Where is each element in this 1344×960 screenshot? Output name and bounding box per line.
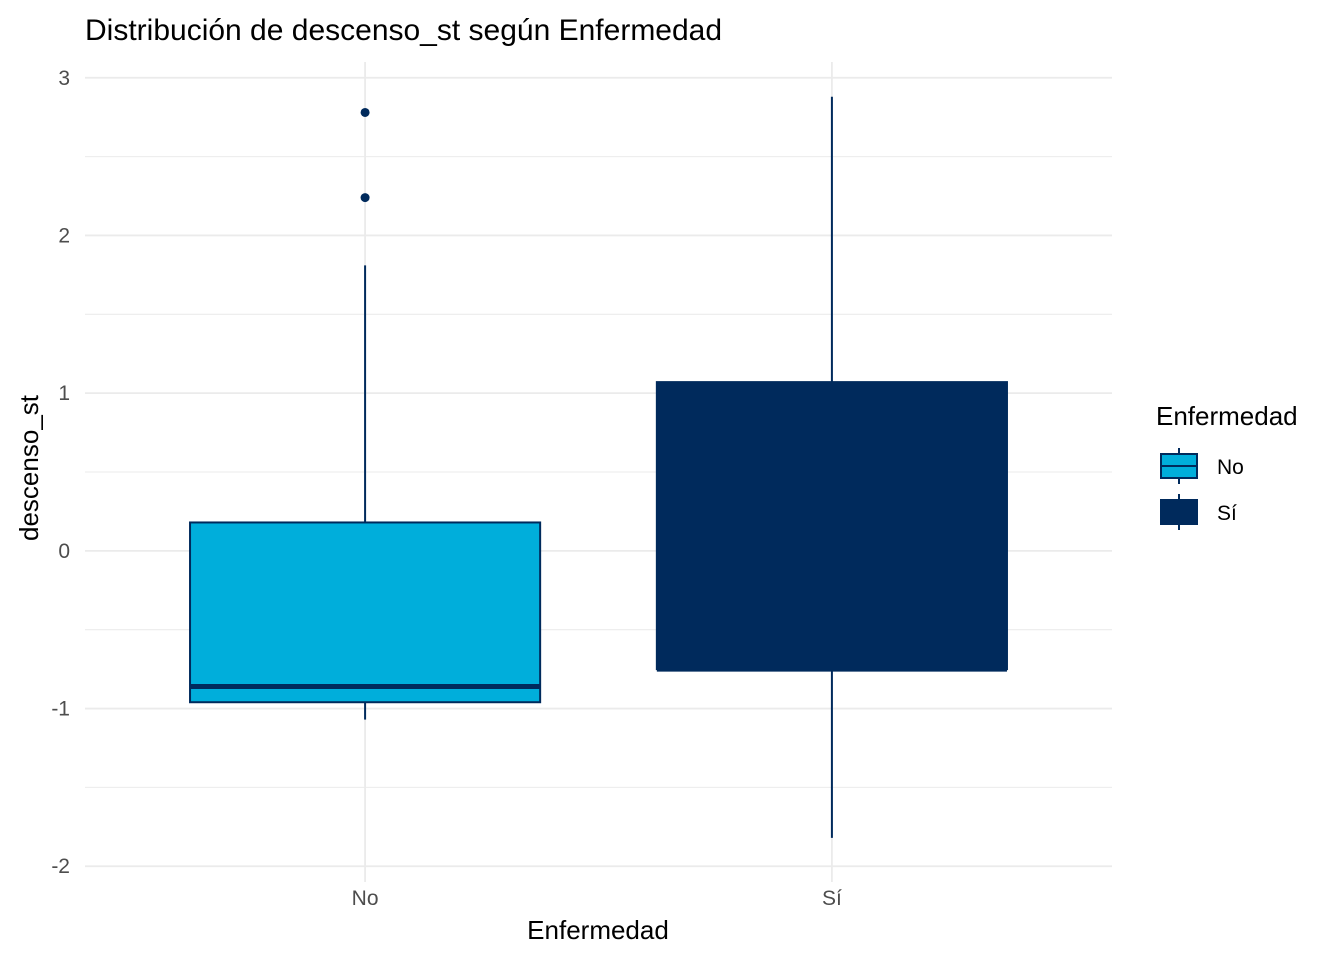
legend-label: Sí — [1217, 502, 1237, 525]
legend-key-no: No — [1160, 448, 1244, 484]
box-series — [189, 96, 1008, 838]
y-tick-label: -2 — [51, 855, 70, 878]
y-tick-label: 3 — [58, 67, 70, 90]
y-tick-label: 2 — [58, 224, 70, 247]
box-si — [655, 96, 1008, 838]
outlier-point — [360, 193, 370, 203]
legend: Enfermedad No Sí — [1156, 401, 1298, 530]
x-axis-ticks: No Sí — [352, 887, 842, 910]
x-tick-label: No — [352, 887, 379, 910]
legend-label: No — [1217, 456, 1244, 479]
box-rect — [655, 381, 1008, 671]
x-tick-label: Sí — [822, 887, 842, 910]
y-tick-label: -1 — [51, 698, 70, 721]
legend-title: Enfermedad — [1156, 401, 1298, 431]
chart-title: Distribución de descenso_st según Enferm… — [85, 14, 722, 47]
y-axis-title: descenso_st — [14, 394, 44, 541]
y-tick-label: 1 — [58, 382, 70, 405]
legend-key-si: Sí — [1160, 494, 1237, 530]
x-axis-title: Enfermedad — [527, 915, 669, 945]
box-no — [189, 107, 542, 720]
y-axis-ticks: -2 -1 0 1 2 3 — [51, 67, 70, 878]
outlier-point — [360, 107, 370, 117]
box-rect — [189, 521, 542, 704]
y-tick-label: 0 — [58, 540, 70, 563]
